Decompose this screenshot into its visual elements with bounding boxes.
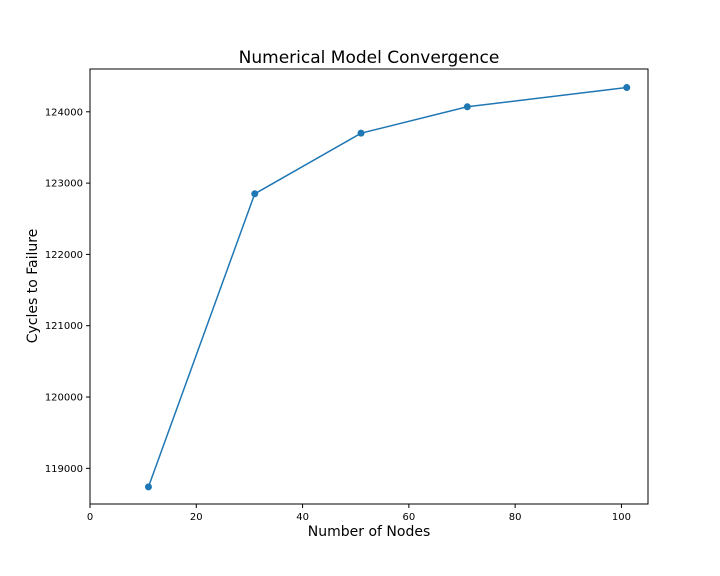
x-axis-label: Number of Nodes bbox=[308, 524, 430, 540]
y-axis-label: Cycles to Failure bbox=[25, 229, 41, 344]
data-point bbox=[357, 129, 365, 137]
y-tick-label: 119000 bbox=[45, 464, 83, 475]
x-tick-label: 60 bbox=[402, 512, 415, 523]
plot-area-frame bbox=[89, 68, 649, 505]
series-layer bbox=[144, 84, 631, 491]
y-tick-label: 123000 bbox=[45, 179, 83, 190]
y-tick-label: 121000 bbox=[45, 321, 83, 332]
y-tick-label: 124000 bbox=[45, 107, 83, 118]
series-line bbox=[147, 86, 627, 488]
data-point bbox=[144, 483, 152, 491]
data-point bbox=[463, 103, 471, 111]
data-point bbox=[251, 190, 259, 198]
x-tick-label: 100 bbox=[612, 512, 631, 523]
y-tick-label: 120000 bbox=[45, 393, 83, 404]
x-tick-label: 40 bbox=[296, 512, 309, 523]
data-point bbox=[623, 84, 631, 92]
y-tick-label: 122000 bbox=[45, 250, 83, 261]
x-tick-label: 80 bbox=[509, 512, 522, 523]
x-tick-label: 20 bbox=[190, 512, 203, 523]
x-tick-label: 0 bbox=[87, 512, 93, 523]
y-axis-ticks: 119000 120000 121000 122000 123000 124000 bbox=[45, 107, 90, 475]
chart-title: Numerical Model Convergence bbox=[239, 48, 500, 68]
x-axis-ticks: 0 20 40 60 80 100 bbox=[87, 504, 631, 523]
